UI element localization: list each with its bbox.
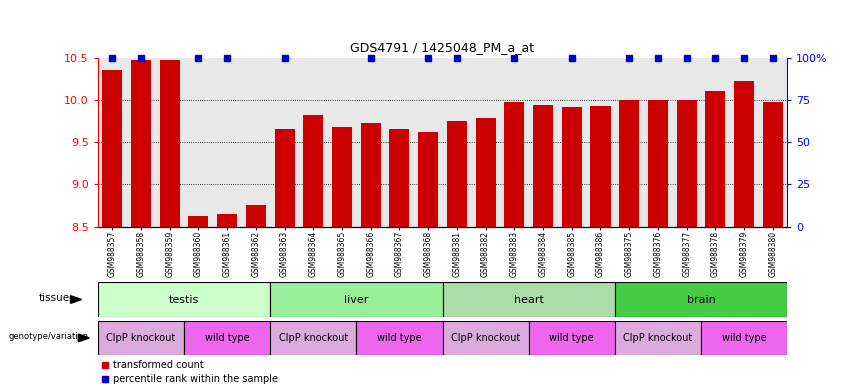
Title: GDS4791 / 1425048_PM_a_at: GDS4791 / 1425048_PM_a_at	[351, 41, 534, 54]
Text: wild type: wild type	[722, 333, 767, 343]
Text: ClpP knockout: ClpP knockout	[278, 333, 348, 343]
Bar	[648, 100, 668, 227]
Text: brain: brain	[687, 295, 716, 305]
Bar	[390, 129, 409, 227]
Text: ClpP knockout: ClpP knockout	[623, 333, 693, 343]
Bar	[443, 282, 614, 317]
Bar	[418, 132, 438, 227]
Bar	[131, 60, 151, 227]
Text: heart: heart	[514, 295, 544, 305]
Text: liver: liver	[344, 295, 368, 305]
Bar	[734, 81, 754, 227]
Bar	[102, 70, 123, 227]
Bar	[591, 106, 610, 227]
Bar	[677, 100, 697, 227]
Bar	[620, 100, 639, 227]
Bar	[614, 282, 787, 317]
Bar	[98, 282, 271, 317]
Text: genotype/variation: genotype/variation	[9, 332, 89, 341]
Bar	[476, 118, 495, 227]
Bar	[705, 91, 725, 227]
Text: wild type: wild type	[377, 333, 422, 343]
Text: ClpP knockout: ClpP knockout	[451, 333, 520, 343]
Bar	[246, 205, 266, 227]
Bar	[361, 124, 380, 227]
Bar	[275, 129, 294, 227]
Text: tissue: tissue	[38, 293, 70, 303]
Bar	[357, 321, 443, 355]
Bar	[562, 107, 582, 227]
Bar	[614, 321, 701, 355]
Text: testis: testis	[168, 295, 199, 305]
Bar	[443, 321, 528, 355]
Bar	[505, 103, 524, 227]
Text: wild type: wild type	[550, 333, 594, 343]
Bar	[160, 60, 180, 227]
Bar	[303, 115, 323, 227]
Bar	[271, 282, 443, 317]
Text: percentile rank within the sample: percentile rank within the sample	[113, 374, 278, 384]
Bar	[533, 105, 553, 227]
Text: wild type: wild type	[205, 333, 249, 343]
Text: transformed count: transformed count	[113, 360, 203, 370]
Bar	[188, 217, 208, 227]
Text: ClpP knockout: ClpP knockout	[106, 333, 175, 343]
Bar	[184, 321, 271, 355]
Bar	[447, 121, 467, 227]
Bar	[762, 103, 783, 227]
Bar	[217, 214, 237, 227]
Bar	[271, 321, 357, 355]
Bar	[528, 321, 614, 355]
Bar	[701, 321, 787, 355]
Bar	[98, 321, 184, 355]
Bar	[332, 127, 352, 227]
